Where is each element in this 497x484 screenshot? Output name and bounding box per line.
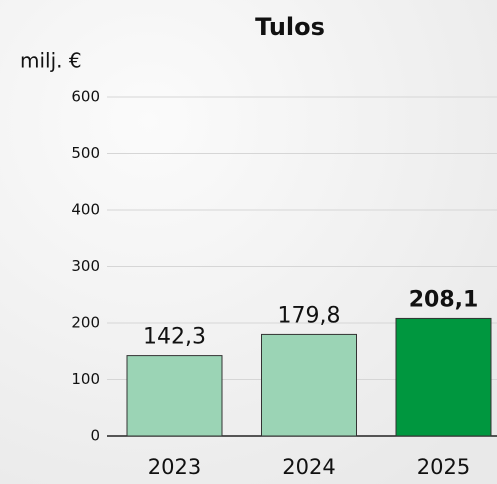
x-tick-label: 2025 xyxy=(417,455,470,479)
value-label: 142,3 xyxy=(143,325,206,350)
value-label: 179,8 xyxy=(278,303,341,328)
value-label: 208,1 xyxy=(409,287,479,312)
y-tick-label: 400 xyxy=(71,201,100,219)
bar xyxy=(126,355,223,437)
y-tick-label: 600 xyxy=(71,88,100,106)
x-tick-label: 2024 xyxy=(282,455,335,479)
y-tick-label: 300 xyxy=(71,257,100,275)
bar xyxy=(261,333,357,437)
y-tick-label: 100 xyxy=(71,370,100,388)
x-tick-label: 2023 xyxy=(148,455,201,479)
y-tick-label: 500 xyxy=(71,144,100,162)
y-tick-label: 0 xyxy=(90,427,100,445)
bar xyxy=(395,317,492,437)
chart-title: Tulos xyxy=(255,13,325,41)
y-tick-label: 200 xyxy=(71,314,100,332)
y-axis-label: milj. € xyxy=(20,49,82,73)
